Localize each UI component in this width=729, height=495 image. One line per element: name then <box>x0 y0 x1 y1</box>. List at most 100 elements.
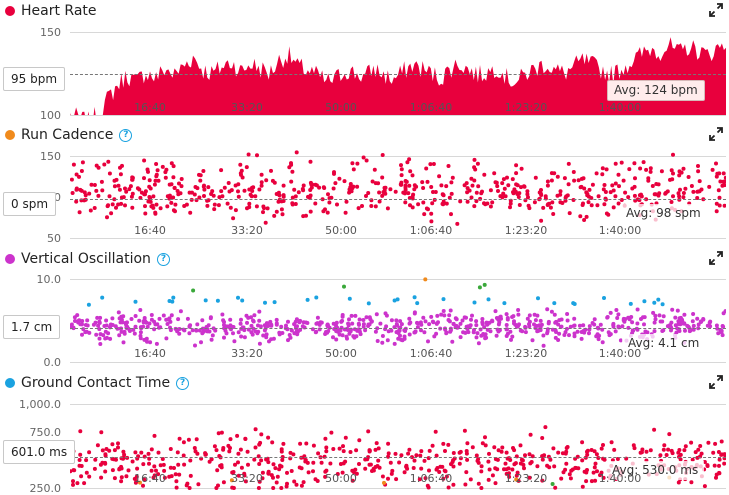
x-tick: 50:00 <box>325 347 357 360</box>
data-point <box>187 486 192 490</box>
data-point <box>306 194 310 199</box>
heart-rate-cursor-value: 95 bpm <box>3 67 66 91</box>
data-point <box>713 441 718 446</box>
data-point <box>226 181 231 185</box>
help-icon[interactable]: ? <box>156 252 170 266</box>
data-point <box>395 297 400 302</box>
data-point <box>423 476 428 481</box>
data-point <box>441 199 446 204</box>
data-point <box>631 443 636 448</box>
x-tick: 16:40 <box>134 472 166 485</box>
data-point <box>335 472 340 476</box>
data-point <box>722 461 726 466</box>
data-point <box>419 322 424 327</box>
data-point <box>652 320 657 325</box>
data-point <box>315 315 320 320</box>
ground-contact-time-color-dot <box>5 378 15 388</box>
data-point <box>298 441 303 446</box>
data-point <box>550 482 555 486</box>
data-point <box>193 343 197 348</box>
data-point <box>472 157 477 162</box>
data-point <box>74 199 79 204</box>
data-point <box>229 478 234 483</box>
data-point <box>85 318 90 323</box>
data-point <box>116 310 121 315</box>
data-point <box>110 442 115 447</box>
data-point <box>97 336 102 341</box>
data-point <box>585 452 590 457</box>
data-point <box>169 182 174 187</box>
data-point <box>487 467 492 472</box>
expand-icon[interactable] <box>709 127 723 141</box>
data-point <box>327 200 332 205</box>
data-point <box>329 430 334 435</box>
data-point <box>130 459 135 464</box>
data-point <box>482 172 487 177</box>
data-point <box>306 470 311 475</box>
data-point <box>674 330 679 335</box>
x-tick: 1:23:20 <box>504 347 548 360</box>
data-point <box>226 443 231 448</box>
data-point <box>156 178 161 183</box>
run-cadence-title: Run Cadence <box>21 127 114 143</box>
data-point <box>236 189 240 194</box>
data-point <box>273 466 278 471</box>
data-point <box>690 457 695 462</box>
data-point <box>551 446 556 451</box>
expand-icon[interactable] <box>709 3 723 17</box>
data-point <box>265 321 270 326</box>
data-point <box>402 334 407 339</box>
data-point <box>719 452 724 457</box>
data-point <box>242 328 247 333</box>
x-tick: 1:40:00 <box>598 101 642 114</box>
data-point <box>716 188 721 193</box>
data-point <box>386 451 391 456</box>
data-point <box>675 308 680 313</box>
data-point <box>595 469 599 474</box>
data-point <box>163 175 168 180</box>
data-point <box>257 318 262 323</box>
data-point <box>493 457 498 462</box>
data-point <box>586 200 591 205</box>
data-point <box>477 285 482 290</box>
data-point <box>523 330 528 335</box>
data-point <box>269 323 274 328</box>
data-point <box>587 331 591 336</box>
data-point <box>100 448 105 453</box>
data-point <box>158 206 163 211</box>
data-point <box>689 184 694 188</box>
data-point <box>593 478 598 483</box>
data-point <box>441 309 446 313</box>
data-point <box>388 187 393 192</box>
data-point <box>626 195 631 200</box>
data-point <box>505 175 509 180</box>
data-point <box>280 212 285 217</box>
data-point <box>556 322 561 327</box>
heart-rate-plot[interactable] <box>70 32 726 115</box>
expand-icon[interactable] <box>709 251 723 265</box>
ground-contact-time-avg-line <box>70 457 726 458</box>
x-tick: 33:20 <box>231 347 263 360</box>
data-point <box>403 183 408 188</box>
expand-icon[interactable] <box>709 375 723 389</box>
data-point <box>504 312 509 317</box>
y-tick: 150 <box>40 26 61 39</box>
data-point <box>116 441 120 446</box>
data-point <box>667 432 672 437</box>
data-point <box>509 337 513 342</box>
help-icon[interactable]: ? <box>176 376 190 390</box>
data-point <box>458 321 463 326</box>
data-point <box>289 469 294 473</box>
data-point <box>187 331 192 336</box>
help-icon[interactable]: ? <box>119 128 133 142</box>
data-point <box>666 447 671 452</box>
data-point <box>170 299 175 304</box>
data-point <box>375 339 380 343</box>
data-point <box>264 457 269 462</box>
data-point <box>399 453 404 458</box>
y-tick: 0.0 <box>43 356 62 369</box>
data-point <box>148 340 153 345</box>
data-point <box>564 461 569 466</box>
data-point <box>328 461 333 466</box>
data-point <box>526 195 530 200</box>
